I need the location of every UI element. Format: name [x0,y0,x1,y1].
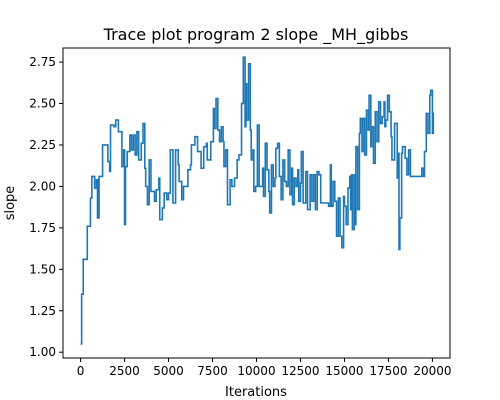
y-tick-label: 1.25 [29,304,56,318]
x-tick-label: 12500 [281,364,319,378]
y-tick-label: 1.75 [29,221,56,235]
x-tick-label: 20000 [413,364,451,378]
y-tick-label: 1.50 [29,262,56,276]
x-tick-label: 2500 [109,364,140,378]
y-tick-label: 2.25 [29,138,56,152]
x-tick-label: 0 [77,364,85,378]
y-tick-label: 2.00 [29,179,56,193]
trace-series-line [80,56,435,345]
x-tick-label: 17500 [369,364,407,378]
plot-area: 0 2500 5000 7500 10000 12500 15000 17500 20000 1… [29,47,452,378]
x-axis-label: Iterations [225,385,287,400]
x-tick-label: 10000 [237,364,275,378]
x-axis-ticks: 0 2500 5000 7500 10000 12500 15000 17500 20000 [77,358,452,378]
y-tick-label: 1.00 [29,345,56,359]
y-tick-label: 2.50 [29,97,56,111]
y-tick-label: 2.75 [29,55,56,69]
x-tick-label: 15000 [325,364,363,378]
y-axis-ticks: 1.00 1.25 1.50 1.75 2.00 2.25 2.50 2.75 [29,55,63,359]
x-tick-label: 5000 [153,364,184,378]
chart-title: Trace plot program 2 slope _MH_gibbs [103,25,409,45]
x-tick-label: 7500 [197,364,228,378]
y-axis-label: slope [3,186,18,221]
